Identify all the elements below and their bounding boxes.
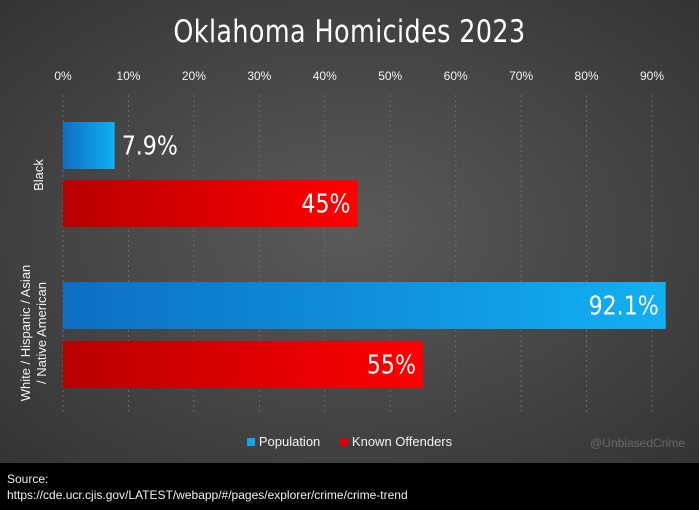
category-labels: Black White / Hispanic / Asian/ Native Am… bbox=[18, 159, 49, 402]
bar-known-offenders bbox=[63, 180, 358, 227]
x-tick-label: 50% bbox=[378, 69, 402, 83]
legend-label-known-offenders: Known Offenders bbox=[351, 434, 453, 449]
legend-item-known-offenders: Known Offenders bbox=[339, 434, 453, 449]
legend-swatch-known-offenders bbox=[339, 438, 348, 446]
chart-area: Oklahoma Homicides 2023 0% 10% 20% 30% 40% 50… bbox=[0, 0, 699, 463]
legend-swatch-population bbox=[246, 438, 255, 446]
source-note: Source: https://cde.ucr.cjis.gov/LATEST/… bbox=[7, 471, 408, 503]
x-tick-label: 30% bbox=[247, 69, 271, 83]
bar-chart-plot: 0% 10% 20% 30% 40% 50% 60% 70% 80% 90% 7.9% 45% 92.… bbox=[18, 69, 666, 415]
legend-label-population: Population bbox=[258, 434, 321, 449]
source-url: https://cde.ucr.cjis.gov/LATEST/webapp/#… bbox=[7, 488, 408, 502]
legend: Population Known Offenders bbox=[0, 434, 699, 449]
bar-population bbox=[63, 122, 115, 169]
x-tick-label: 80% bbox=[575, 69, 599, 83]
bars: 7.9% 45% 92.1% 55% bbox=[63, 122, 666, 388]
data-label: 7.9% bbox=[122, 131, 178, 161]
legend-item-population: Population bbox=[246, 434, 321, 449]
x-tick-label: 10% bbox=[116, 69, 140, 83]
category-label: White / Hispanic / Asian/ Native America… bbox=[18, 265, 49, 402]
x-axis-ticks: 0% 10% 20% 30% 40% 50% 60% 70% 80% 90% bbox=[54, 69, 664, 83]
chart-title: Oklahoma Homicides 2023 bbox=[173, 14, 526, 50]
data-label: 55% bbox=[367, 350, 416, 380]
data-label: 45% bbox=[301, 189, 350, 219]
category-label: Black bbox=[31, 159, 46, 191]
x-tick-label: 20% bbox=[182, 69, 206, 83]
x-tick-label: 0% bbox=[54, 69, 72, 83]
x-tick-label: 60% bbox=[444, 69, 468, 83]
x-tick-label: 90% bbox=[640, 69, 664, 83]
bar-known-offenders bbox=[63, 341, 423, 388]
data-label: 92.1% bbox=[589, 291, 659, 321]
x-tick-label: 70% bbox=[509, 69, 533, 83]
bar-population bbox=[63, 282, 666, 329]
x-tick-label: 40% bbox=[313, 69, 337, 83]
source-label: Source: bbox=[7, 472, 49, 486]
watermark: @UnbiasedCrime bbox=[590, 436, 685, 450]
